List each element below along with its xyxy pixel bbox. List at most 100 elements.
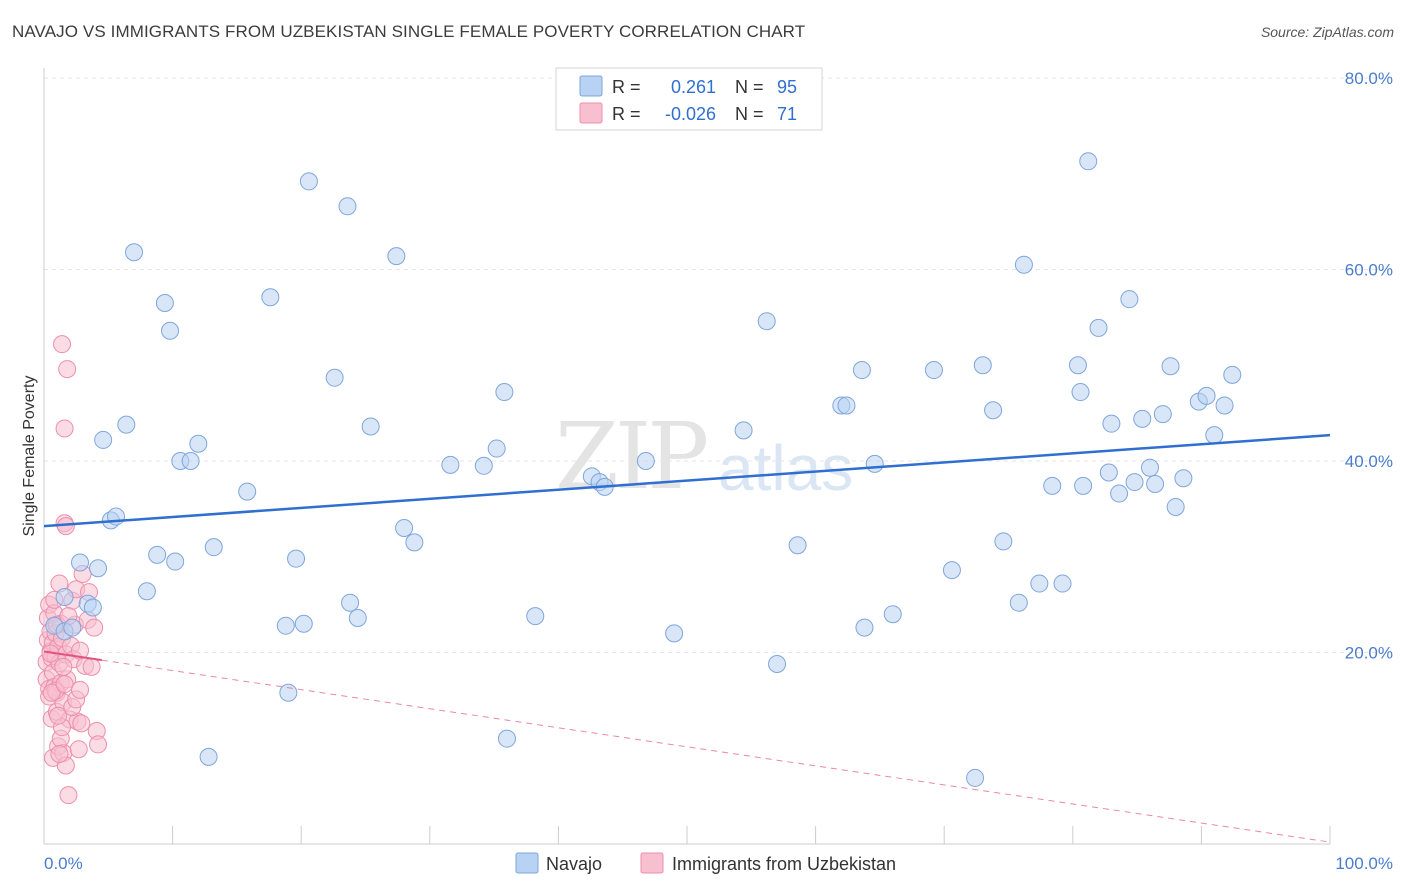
source-label: Source: ZipAtlas.com bbox=[1260, 24, 1394, 40]
y-tick-labels: 20.0% 40.0% 60.0% 80.0% bbox=[1345, 69, 1393, 663]
data-point-navajo bbox=[137, 582, 156, 601]
data-point-navajo bbox=[924, 361, 943, 380]
data-point-uzbekistan bbox=[59, 786, 78, 805]
data-point-navajo bbox=[261, 288, 280, 307]
legend-r-value-uzbekistan: -0.026 bbox=[665, 104, 716, 124]
trend-line-uzbekistan-dashed bbox=[101, 659, 1331, 843]
data-point-uzbekistan bbox=[55, 675, 74, 694]
data-point-navajo bbox=[855, 618, 874, 637]
legend-r-label-navajo: R = bbox=[612, 77, 641, 97]
data-point-uzbekistan bbox=[53, 335, 72, 354]
data-point-uzbekistan bbox=[42, 683, 61, 702]
series-legend: Navajo Immigrants from Uzbekistan bbox=[515, 852, 896, 874]
data-point-uzbekistan bbox=[82, 657, 101, 676]
data-point-navajo bbox=[757, 312, 776, 331]
data-point-navajo bbox=[966, 768, 985, 787]
x-tick-labels: 0.0% 100.0% bbox=[44, 854, 1393, 873]
legend-swatch-uzbekistan bbox=[579, 102, 603, 124]
data-point-navajo bbox=[125, 243, 144, 262]
legend-n-label-navajo: N = bbox=[735, 77, 764, 97]
data-point-navajo bbox=[1166, 497, 1185, 516]
data-point-navajo bbox=[148, 545, 167, 564]
data-point-navajo bbox=[1102, 414, 1121, 433]
data-point-uzbekistan bbox=[55, 419, 74, 438]
data-point-navajo bbox=[89, 559, 108, 578]
data-point-navajo bbox=[1215, 396, 1234, 415]
data-point-navajo bbox=[837, 396, 856, 415]
data-point-navajo bbox=[1205, 426, 1224, 445]
trend-line-navajo bbox=[43, 433, 1331, 528]
data-point-navajo bbox=[768, 654, 787, 673]
data-point-navajo bbox=[117, 415, 136, 434]
correlation-legend: R = 0.261 N = 95 R = -0.026 N = 71 bbox=[555, 67, 823, 131]
bottom-legend-label-navajo: Navajo bbox=[546, 854, 602, 874]
data-point-navajo bbox=[161, 321, 180, 340]
data-point-navajo bbox=[294, 614, 313, 633]
bottom-legend-label-uzbekistan: Immigrants from Uzbekistan bbox=[672, 854, 896, 874]
data-point-navajo bbox=[865, 454, 884, 473]
data-point-navajo bbox=[204, 538, 223, 557]
data-point-navajo bbox=[1053, 574, 1072, 593]
data-point-navajo bbox=[487, 439, 506, 458]
x-tick-label: 100.0% bbox=[1335, 854, 1393, 873]
y-tick-label: 80.0% bbox=[1345, 69, 1393, 88]
watermark-zip-text: ZIP bbox=[555, 403, 706, 510]
data-point-navajo bbox=[441, 455, 460, 474]
watermark-atlas-text: atlas bbox=[718, 432, 853, 504]
data-point-navajo bbox=[1133, 409, 1152, 428]
data-point-navajo bbox=[181, 452, 200, 470]
data-point-navajo bbox=[1223, 365, 1242, 384]
data-point-navajo bbox=[361, 417, 380, 436]
data-point-navajo bbox=[1110, 484, 1129, 503]
bottom-legend-swatch-uzbekistan bbox=[640, 852, 664, 874]
data-point-navajo bbox=[1099, 463, 1118, 482]
data-point-navajo bbox=[1125, 473, 1144, 492]
data-point-navajo bbox=[1071, 383, 1090, 402]
chart-title: NAVAJO VS IMMIGRANTS FROM UZBEKISTAN SIN… bbox=[12, 22, 806, 41]
data-point-navajo bbox=[1146, 474, 1165, 493]
data-point-navajo bbox=[1079, 152, 1098, 171]
data-point-navajo bbox=[852, 361, 871, 380]
data-point-uzbekistan bbox=[69, 740, 88, 759]
legend-n-value-uzbekistan: 71 bbox=[777, 104, 797, 124]
legend-r-label-uzbekistan: R = bbox=[612, 104, 641, 124]
data-point-navajo bbox=[83, 598, 102, 617]
data-point-navajo bbox=[348, 609, 367, 628]
data-point-navajo bbox=[279, 683, 298, 702]
data-point-uzbekistan bbox=[54, 657, 73, 676]
data-point-navajo bbox=[199, 747, 218, 766]
y-tick-label: 20.0% bbox=[1345, 644, 1393, 663]
data-point-navajo bbox=[1043, 476, 1062, 495]
data-point-navajo bbox=[526, 607, 545, 626]
data-point-navajo bbox=[665, 624, 684, 643]
data-point-navajo bbox=[276, 616, 295, 635]
trend-lines bbox=[43, 433, 1331, 843]
data-point-navajo bbox=[1161, 357, 1180, 376]
data-point-navajo bbox=[338, 197, 357, 216]
data-point-uzbekistan bbox=[58, 360, 77, 379]
trend-line-uzbekistan-solid bbox=[43, 650, 103, 662]
gridlines bbox=[44, 77, 1392, 653]
data-point-navajo bbox=[1153, 405, 1172, 424]
data-point-navajo bbox=[1140, 458, 1159, 477]
data-point-navajo bbox=[942, 561, 961, 580]
data-point-uzbekistan bbox=[71, 680, 90, 699]
legend-n-label-uzbekistan: N = bbox=[735, 104, 764, 124]
data-point-navajo bbox=[299, 172, 318, 191]
data-point-uzbekistan bbox=[89, 735, 108, 754]
data-point-navajo bbox=[155, 294, 174, 313]
data-point-navajo bbox=[341, 593, 360, 612]
data-point-uzbekistan bbox=[72, 714, 91, 733]
data-point-navajo bbox=[1009, 593, 1028, 612]
data-point-navajo bbox=[325, 368, 344, 387]
y-tick-label: 60.0% bbox=[1345, 261, 1393, 280]
x-tick-label: 0.0% bbox=[44, 854, 83, 873]
data-point-navajo bbox=[405, 533, 424, 552]
data-point-navajo bbox=[474, 456, 493, 475]
data-point-navajo bbox=[387, 247, 406, 266]
legend-swatch-navajo bbox=[579, 75, 603, 97]
data-point-uzbekistan bbox=[49, 706, 68, 725]
data-point-navajo bbox=[71, 553, 90, 572]
data-point-uzbekistan bbox=[85, 618, 104, 637]
